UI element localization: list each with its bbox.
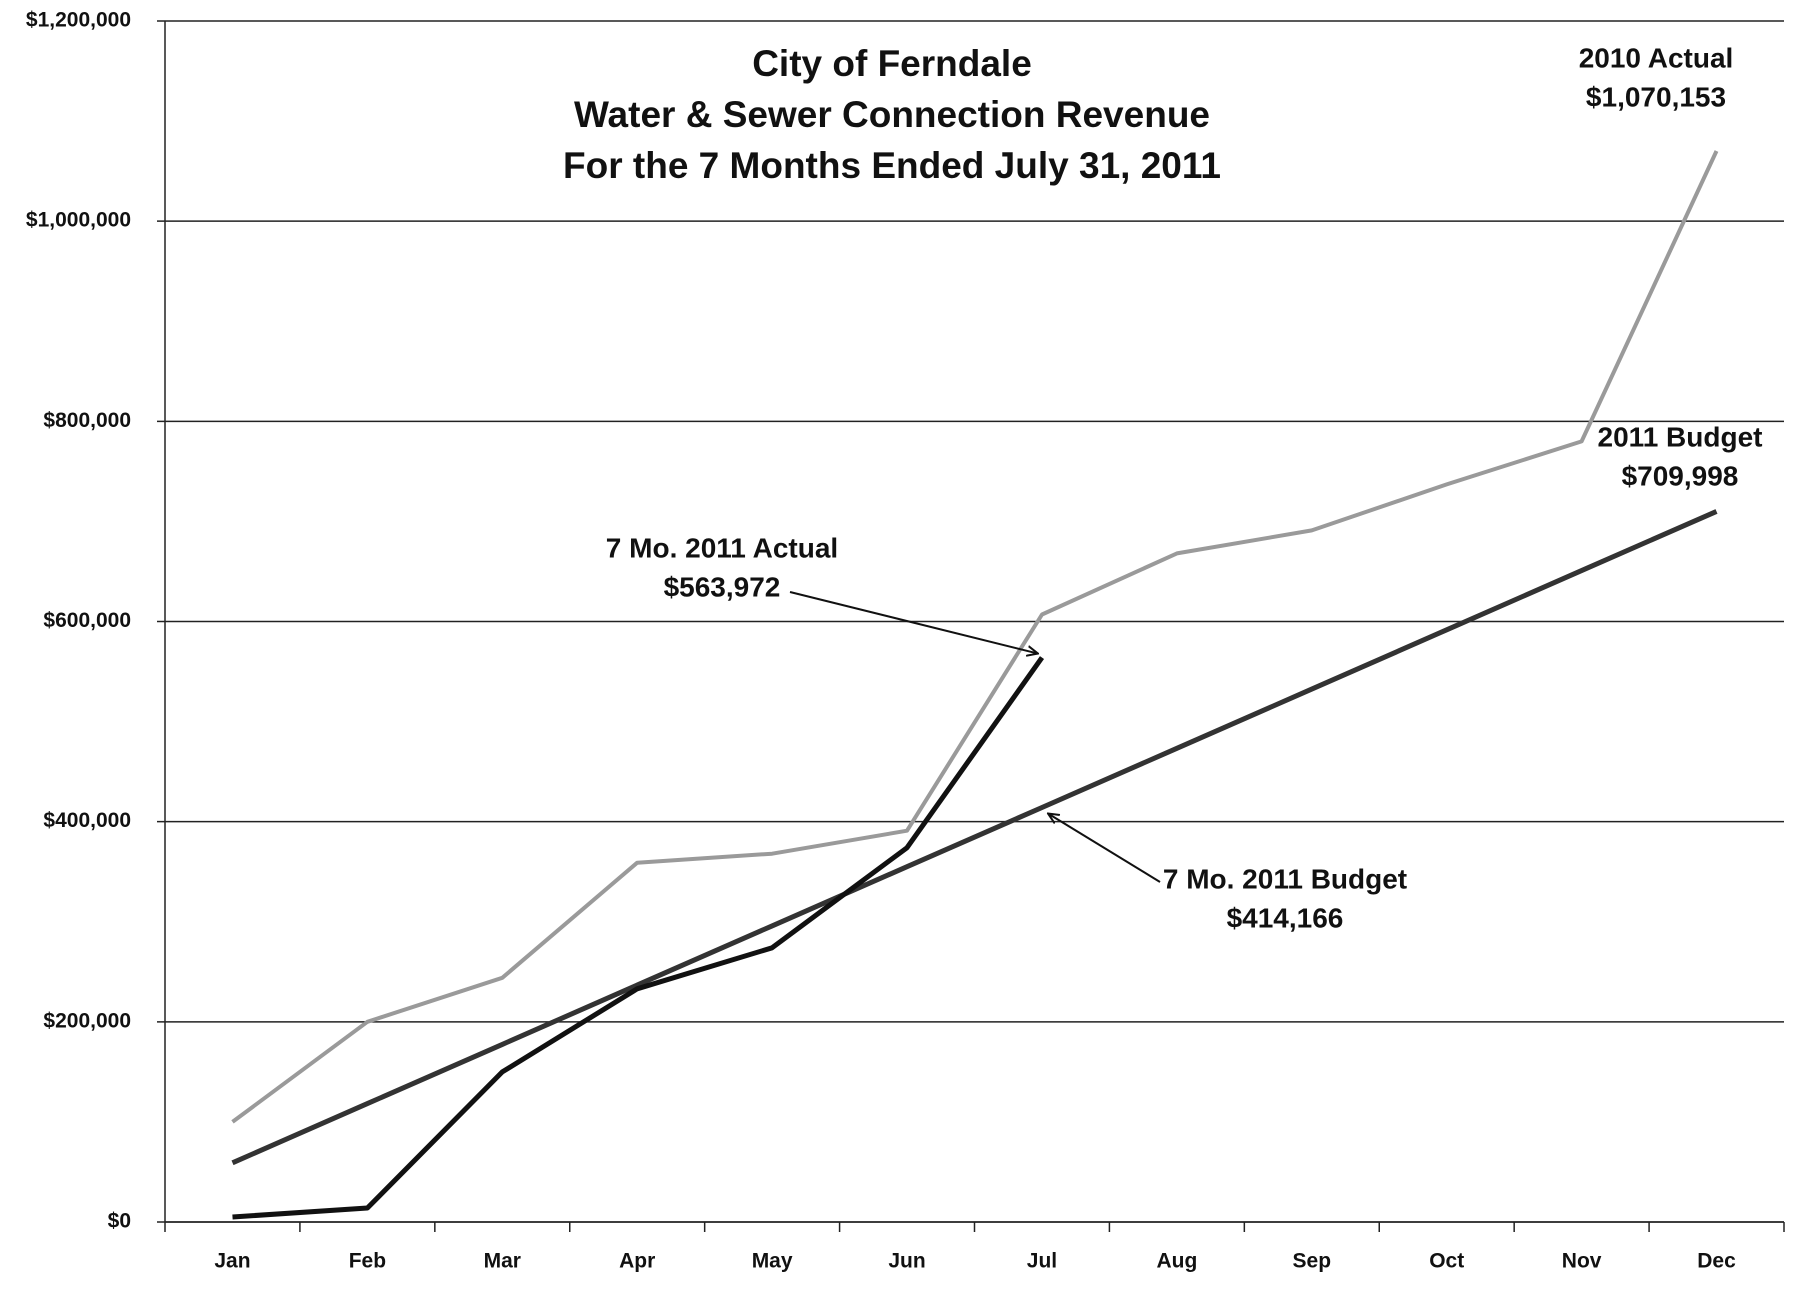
x-tick-label: Nov xyxy=(1562,1250,1602,1273)
y-tick-label: $200,000 xyxy=(43,1009,131,1032)
x-tick-label: Jul xyxy=(1027,1250,1057,1273)
annotation-arrow xyxy=(1048,813,1161,883)
x-tick-label: May xyxy=(752,1250,793,1273)
y-tick-label: $600,000 xyxy=(43,609,131,632)
x-tick-label: Apr xyxy=(619,1250,655,1273)
x-tick-label: Jun xyxy=(888,1250,925,1273)
x-tick-label: Jan xyxy=(214,1250,250,1273)
x-tick-label: Sep xyxy=(1293,1250,1332,1273)
chart-title: For the 7 Months Ended July 31, 2011 xyxy=(563,145,1221,186)
annotation: 7 Mo. 2011 Actual xyxy=(606,532,838,563)
x-tick-label: Dec xyxy=(1697,1250,1736,1273)
annotation: 2010 Actual xyxy=(1579,42,1734,73)
x-tick-label: Oct xyxy=(1429,1250,1464,1273)
y-tick-label: $400,000 xyxy=(43,809,131,832)
annotation: $563,972 xyxy=(664,571,781,602)
annotation: $709,998 xyxy=(1622,460,1739,491)
annotation: 7 Mo. 2011 Budget xyxy=(1163,863,1407,894)
x-tick-label: Aug xyxy=(1156,1250,1197,1273)
series-line xyxy=(231,509,1718,1166)
x-tick-label: Mar xyxy=(484,1250,521,1273)
annotation-arrow xyxy=(789,591,1038,654)
y-tick-label: $800,000 xyxy=(43,409,131,432)
y-tick-label: $0 xyxy=(108,1210,131,1233)
annotation: $414,166 xyxy=(1227,902,1344,933)
chart-title: Water & Sewer Connection Revenue xyxy=(574,94,1210,135)
x-tick-label: Feb xyxy=(349,1250,386,1273)
series-line xyxy=(231,150,1719,1124)
y-tick-label: $1,000,000 xyxy=(26,209,131,232)
annotation: 2011 Budget xyxy=(1598,421,1763,452)
annotation: $1,070,153 xyxy=(1586,81,1726,112)
chart-title: City of Ferndale xyxy=(752,43,1032,84)
y-tick-label: $1,200,000 xyxy=(26,9,131,32)
series-line xyxy=(232,656,1045,1220)
